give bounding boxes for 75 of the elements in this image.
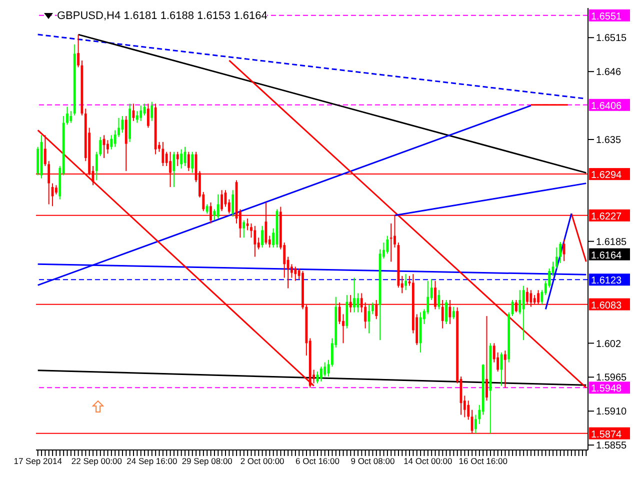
x-tick-label: 17 Sep 2014 [14,456,62,466]
candlestick [320,366,322,382]
ref-line-label: 1.5874 [591,429,622,440]
candlestick [220,190,223,212]
candlestick [150,101,154,122]
ref-line-label: 1.6083 [591,300,622,312]
candlestick [324,362,326,378]
y-tick-label: 1.635 [596,135,622,146]
candlestick [555,247,558,270]
y-tick-label: 1.646 [596,67,622,78]
candlestick [77,34,80,68]
candlestick [371,302,374,315]
ref-line-label: 1.6406 [591,100,622,112]
candlestick [386,235,389,254]
y-tick-label: 1.6515 [596,33,628,44]
candlestick [206,204,208,214]
candlestick [216,194,220,220]
candlestick [404,274,407,291]
x-tick-label: 2 Oct 00:00 [240,456,285,466]
candlestick [232,190,234,218]
candlestick [95,151,98,181]
candlestick [140,105,142,122]
candlestick [290,264,293,278]
candlestick [390,222,392,262]
candlestick [261,225,264,248]
chart-title: GBPUSD,H4 1.6181 1.6188 1.6153 1.6164 [57,10,268,22]
ref-line-label: 1.5948 [591,384,622,395]
x-tick-label: 6 Oct 16:00 [296,456,340,466]
candlestick [242,220,246,238]
candlestick [559,241,562,264]
candlestick [162,141,164,167]
ref-line-label: 1.6123 [591,276,622,287]
x-tick-label: 16 Oct 16:00 [458,456,508,466]
candlestick [114,130,116,148]
candlestick [187,151,190,172]
candlestick [146,103,150,128]
candlestick [452,306,455,320]
candlestick [294,266,297,282]
candlestick [180,148,183,170]
y-tick-label: 1.6185 [596,236,628,248]
x-tick-label: 9 Oct 08:00 [350,456,395,466]
candlestick [54,184,58,195]
candlestick [70,110,72,124]
candlestick [486,316,488,402]
candlestick [353,277,356,313]
candlestick [191,151,194,174]
candlestick [176,151,179,167]
x-tick-label: 22 Sep 00:00 [71,456,122,466]
candlestick [136,110,138,124]
candlestick [99,136,102,157]
candlestick [518,290,522,315]
candlestick [467,400,470,420]
text: 1.6164 [591,250,622,262]
candlestick [522,285,525,341]
candlestick [504,350,506,388]
candlestick [254,225,256,258]
ref-line-label: 1.6294 [591,170,622,182]
y-tick-label: 1.5910 [596,406,628,418]
candlestick [44,134,46,167]
y-tick-label: 1.5965 [596,372,628,384]
ref-line-label: 1.6551 [591,11,622,22]
candlestick [213,208,216,221]
y-tick-label: 1.602 [596,338,622,350]
candlestick [426,280,430,315]
x-tick-label: 29 Sep 08:00 [182,456,233,466]
ref-line-label: 1.6227 [591,211,622,222]
candlestick [110,134,113,150]
candlestick [438,290,440,310]
candlestick [106,140,109,154]
candlestick [445,299,448,325]
x-tick-label: 24 Sep 16:00 [126,456,178,466]
y-tick-label: 1.5855 [596,440,628,452]
candlestick [474,414,477,434]
candlestick [121,116,124,134]
x-tick-label: 14 Oct 00:00 [404,456,453,466]
